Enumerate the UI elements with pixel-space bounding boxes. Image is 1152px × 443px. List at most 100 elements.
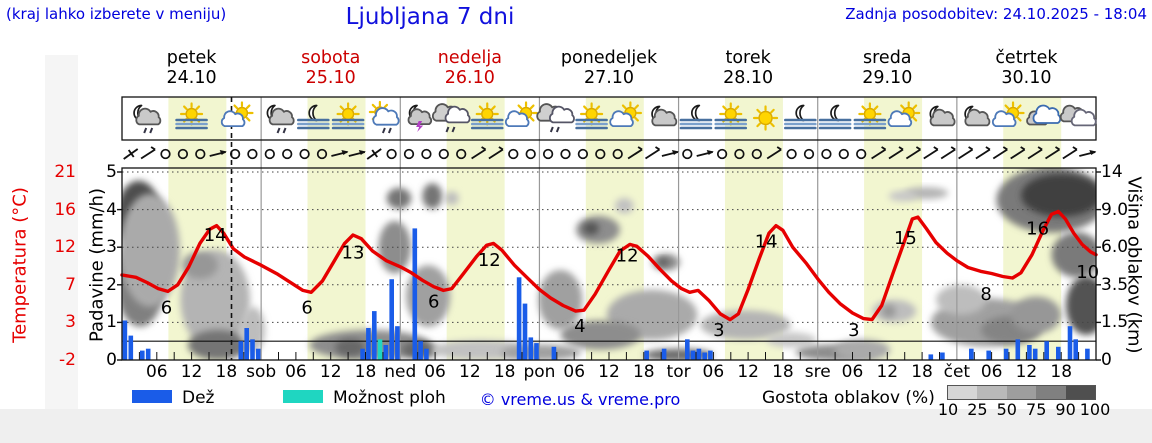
temp-tick--2: -2	[59, 350, 76, 370]
clouds-drizzle-icon	[536, 103, 575, 133]
wind-barbs-row	[123, 146, 1097, 160]
moon-lightning-icon	[407, 104, 433, 132]
hour-label-2-18: 18	[493, 362, 516, 382]
sun-icon	[752, 105, 779, 131]
density-swatch	[948, 386, 978, 399]
sun-cloud-icon	[991, 101, 1025, 127]
precip-tick-4: 4	[106, 199, 117, 220]
temperature-point-labels: 6 14 6 13 6 12 4 12 3 14 3 15 8 16 10	[161, 218, 1099, 341]
sun-fog-icon	[575, 102, 608, 130]
density-tick-90: 90	[1055, 400, 1076, 419]
temperature-curve	[120, 209, 1098, 322]
hour-label-3-18: 18	[632, 362, 655, 382]
day-date: 29.10	[862, 68, 913, 88]
svg-text:15: 15	[894, 228, 917, 249]
cloud-tick-3.5: 3.5	[1101, 274, 1129, 295]
sun-cloud-icon	[609, 101, 642, 127]
icon-strip-frame	[121, 96, 1097, 141]
hour-label-4-12: 12	[737, 362, 759, 382]
svg-text:6: 6	[161, 297, 172, 318]
svg-text:13: 13	[342, 243, 365, 264]
svg-text:14: 14	[755, 232, 778, 253]
moon-cloud-drizzle-icon	[266, 104, 295, 134]
cloud-tick-0: 0	[1101, 350, 1112, 370]
moon-fog-icon	[679, 104, 713, 130]
density-swatch	[1065, 386, 1095, 399]
day-header-sobota: sobota 25.10	[301, 48, 360, 88]
day-date: 30.10	[1001, 68, 1052, 88]
hour-label-1-12: 12	[319, 362, 342, 382]
hour-label-5-06: 06	[841, 362, 864, 382]
precip-tick-5: 5	[106, 162, 117, 182]
cloud-density-legend-label: Gostota oblakov (%)	[758, 388, 939, 408]
moon-cloud-drizzle-icon	[133, 104, 162, 134]
density-swatch	[1006, 386, 1037, 399]
day-name: četrtek	[995, 48, 1058, 68]
day-header-ponedeljek: ponedeljek 27.10	[561, 48, 657, 88]
moon-fog-icon	[297, 104, 330, 130]
moon-fog-icon	[784, 104, 817, 130]
svg-text:3: 3	[848, 320, 859, 341]
day-name: sobota	[301, 48, 361, 68]
weather-icons-row	[133, 100, 1097, 134]
day-header-sreda: sreda 29.10	[862, 48, 912, 88]
moon-fog-icon	[818, 104, 852, 130]
sun-cloud-icon	[887, 101, 921, 127]
day-abbrev-pon: pon	[523, 362, 556, 382]
hour-label-0-06: 06	[145, 362, 168, 382]
hour-label-0-12: 12	[180, 362, 203, 382]
day-name: ponedeljek	[560, 48, 658, 68]
precip-tick-2: 2	[106, 274, 117, 295]
hour-label-4-06: 06	[702, 362, 725, 382]
bottom-background-strip	[0, 409, 1152, 443]
sun-cloud-icon	[220, 101, 254, 127]
cloud-density-gradient-bar	[947, 385, 1096, 400]
day-name: sreda	[863, 48, 912, 68]
svg-text:12: 12	[478, 250, 501, 271]
svg-text:4: 4	[574, 316, 585, 337]
temp-tick-3: 3	[65, 312, 76, 333]
copyright-link[interactable]: © vreme.us & vreme.pro	[479, 390, 681, 409]
svg-text:16: 16	[1026, 218, 1049, 239]
density-tick-100: 100	[1079, 400, 1111, 419]
rain-legend-swatch	[132, 390, 172, 403]
day-name: nedelja	[437, 48, 502, 68]
sun-fog-icon	[470, 102, 504, 130]
day-abbrev-čet: čet	[943, 362, 971, 382]
cloud-icon	[1026, 104, 1062, 126]
hour-label-0-18: 18	[215, 362, 238, 382]
left-axis-background-strip	[45, 55, 78, 443]
hour-label-6-18: 18	[1050, 362, 1073, 382]
sun-fog-icon	[331, 102, 365, 130]
last-update: Zadnja posodobitev: 24.10.2025 - 18:04	[845, 5, 1147, 23]
clouds-icon	[1059, 104, 1097, 127]
density-tick-10: 10	[937, 400, 959, 419]
day-abbrev-sre: sre	[804, 362, 831, 382]
hour-label-5-18: 18	[911, 362, 933, 382]
chart-frame	[121, 167, 1097, 361]
sun-fog-icon	[853, 102, 887, 130]
hour-label-6-06: 06	[980, 362, 1003, 382]
temp-tick-7: 7	[65, 274, 76, 295]
density-swatch	[977, 386, 1007, 399]
sun-cloud-icon	[504, 101, 538, 127]
cloud-tick-6.0: 6.0	[1101, 237, 1129, 258]
hour-label-2-06: 06	[424, 362, 446, 382]
svg-text:10: 10	[1076, 262, 1099, 283]
day-abbrev-tor: tor	[666, 362, 691, 382]
day-header-torek: torek 28.10	[723, 48, 773, 88]
precip-tick-1: 1	[106, 312, 117, 333]
clouds-drizzle-icon	[431, 103, 471, 133]
hour-label-3-12: 12	[598, 362, 620, 382]
density-swatch	[1036, 386, 1066, 399]
hour-label-1-18: 18	[354, 362, 377, 382]
hour-label-4-18: 18	[772, 362, 794, 382]
cloud-tick-1.5: 1.5	[1101, 312, 1129, 333]
temp-tick-12: 12	[54, 237, 76, 258]
day-name: torek	[725, 48, 771, 68]
day-header-četrtek: četrtek 30.10	[995, 48, 1057, 88]
showers-legend-swatch	[283, 390, 323, 403]
moon-cloud-icon	[651, 105, 678, 127]
day-date: 27.10	[583, 68, 635, 88]
day-date: 28.10	[723, 68, 774, 88]
